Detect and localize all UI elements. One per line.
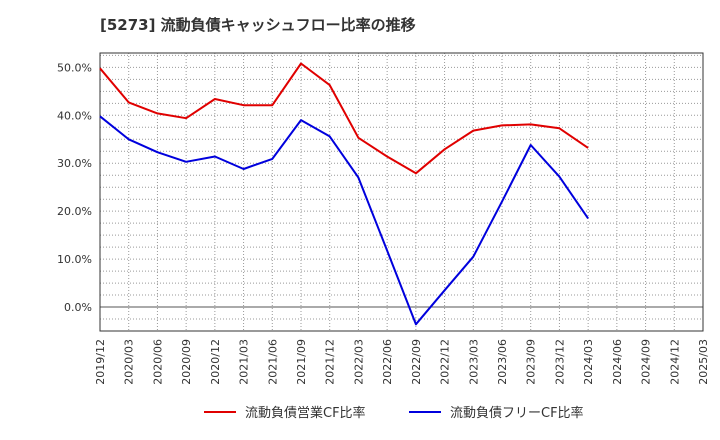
x-tick-label: 2022/12 xyxy=(439,339,452,385)
chart-title: [5273] 流動負債キャッシュフロー比率の推移 xyxy=(100,16,416,34)
legend-label: 流動負債営業CF比率 xyxy=(245,405,366,421)
plot-border xyxy=(99,52,704,332)
x-tick-label: 2023/06 xyxy=(496,339,509,385)
y-tick-label: 10.0% xyxy=(57,253,92,266)
y-tick-label: 40.0% xyxy=(57,109,92,122)
x-tick-label: 2025/03 xyxy=(697,339,710,385)
x-tick-label: 2019/12 xyxy=(94,339,107,385)
series-line-1 xyxy=(99,62,589,175)
x-tick-label: 2022/03 xyxy=(352,339,365,385)
legend-label: 流動負債フリーCF比率 xyxy=(450,405,584,421)
x-tick-label: 2021/03 xyxy=(238,339,251,385)
x-tick-label: 2023/09 xyxy=(525,339,538,385)
x-tick-label: 2024/12 xyxy=(668,339,681,385)
x-tick-label: 2024/06 xyxy=(611,339,624,385)
x-tick-label: 2024/09 xyxy=(640,339,653,385)
x-tick-label: 2024/03 xyxy=(582,339,595,385)
x-tick-label: 2023/03 xyxy=(467,339,480,385)
x-tick-label: 2021/09 xyxy=(295,339,308,385)
x-tick-label: 2020/09 xyxy=(180,339,193,385)
x-tick-label: 2020/06 xyxy=(151,339,164,385)
x-tick-label: 2020/03 xyxy=(123,339,136,385)
x-tick-label: 2022/09 xyxy=(410,339,423,385)
y-tick-label: 30.0% xyxy=(57,157,92,170)
x-tick-label: 2023/12 xyxy=(553,339,566,385)
y-tick-label: 50.0% xyxy=(57,61,92,74)
x-tick-label: 2020/12 xyxy=(209,339,222,385)
y-tick-label: 0.0% xyxy=(64,301,92,314)
x-tick-label: 2021/12 xyxy=(324,339,337,385)
y-tick-label: 20.0% xyxy=(57,205,92,218)
series-line-2 xyxy=(99,115,589,326)
x-tick-label: 2021/06 xyxy=(266,339,279,385)
x-tick-label: 2022/06 xyxy=(381,339,394,385)
